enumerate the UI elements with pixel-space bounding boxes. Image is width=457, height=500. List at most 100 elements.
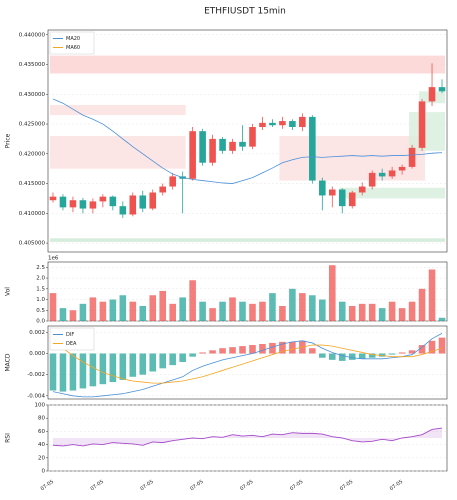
macd-bar bbox=[139, 353, 147, 375]
candle-body bbox=[418, 101, 426, 148]
volume-bar bbox=[368, 303, 376, 321]
macd-bar bbox=[259, 343, 266, 354]
candle-body bbox=[338, 189, 346, 207]
panel bbox=[47, 29, 448, 253]
legend-label: DIF bbox=[66, 332, 74, 338]
macd-bar bbox=[219, 348, 226, 354]
rsi-line bbox=[52, 427, 443, 447]
volume-bar bbox=[289, 288, 296, 321]
candle-body bbox=[438, 87, 446, 92]
y-tick-label: 0.410000 bbox=[19, 211, 46, 217]
y-tick-label: 2.0 bbox=[36, 276, 45, 282]
candle-body bbox=[348, 192, 356, 207]
volume-bar bbox=[279, 305, 286, 321]
candle-body bbox=[269, 122, 276, 126]
macd-bar bbox=[119, 353, 127, 380]
macd-bar bbox=[398, 352, 406, 354]
legend-label: DEA bbox=[66, 341, 77, 347]
macd-bar bbox=[438, 337, 446, 354]
y-tick-label: 0.002 bbox=[29, 330, 45, 336]
macd-bar bbox=[99, 353, 107, 385]
macd-bar bbox=[279, 341, 286, 354]
candle-body bbox=[388, 170, 396, 177]
zone bbox=[50, 238, 445, 242]
macd-line bbox=[52, 340, 443, 384]
x-tick-label: 07-05 bbox=[40, 479, 55, 492]
panel bbox=[47, 261, 448, 322]
candle-body bbox=[169, 176, 176, 187]
volume-bar bbox=[388, 301, 396, 321]
macd-bar bbox=[408, 350, 416, 354]
volume-bar bbox=[239, 301, 246, 321]
macd-bar bbox=[289, 341, 296, 354]
candle-body bbox=[229, 141, 236, 151]
candle-body bbox=[239, 141, 246, 147]
candle-body bbox=[398, 166, 406, 171]
candle-body bbox=[119, 206, 127, 215]
macd-bar bbox=[149, 353, 157, 372]
macd-bar bbox=[309, 348, 316, 354]
macd-bar bbox=[159, 353, 167, 369]
y-tick-label: 60 bbox=[38, 429, 45, 435]
legend-label: MA20 bbox=[66, 36, 80, 42]
volume-bar bbox=[179, 297, 186, 321]
y-tick-label: -0.002 bbox=[27, 372, 45, 378]
x-tick-label: 07-05 bbox=[389, 479, 404, 492]
volume-bar bbox=[328, 265, 336, 321]
y-axis-label: Price bbox=[5, 133, 12, 148]
zone bbox=[50, 135, 186, 169]
zone bbox=[339, 187, 445, 199]
volume-bar bbox=[408, 301, 416, 321]
macd-bar bbox=[49, 353, 57, 391]
x-tick-label: 07-05 bbox=[189, 479, 204, 492]
y-tick-label: 0.5 bbox=[36, 308, 45, 314]
macd-bar bbox=[169, 353, 176, 366]
macd-bar bbox=[328, 353, 336, 360]
candle-body bbox=[69, 200, 77, 208]
candle-body bbox=[139, 195, 147, 209]
volume-bar bbox=[159, 290, 167, 321]
candle-body bbox=[129, 195, 137, 215]
y-axis-label: Vol bbox=[5, 287, 12, 296]
macd-bar bbox=[199, 352, 206, 354]
candle-body bbox=[368, 172, 376, 187]
panel bbox=[47, 325, 448, 400]
volume-bar bbox=[49, 293, 57, 321]
volume-bar bbox=[219, 301, 226, 321]
volume-bar bbox=[378, 308, 386, 321]
volume-bar bbox=[189, 280, 196, 321]
y-axis-label: RSI bbox=[5, 433, 12, 443]
volume-bar bbox=[269, 293, 276, 321]
y-tick-label: 0.0 bbox=[36, 319, 45, 325]
x-tick-label: 07-05 bbox=[339, 479, 354, 492]
legend-box bbox=[49, 31, 95, 55]
y-tick-label: 0.405000 bbox=[19, 241, 46, 247]
volume-bar bbox=[319, 299, 326, 321]
macd-bar bbox=[109, 353, 117, 383]
ma-line bbox=[52, 98, 443, 184]
candle-body bbox=[279, 121, 286, 126]
volume-bar bbox=[169, 303, 176, 321]
macd-bar bbox=[428, 340, 436, 354]
candle-body bbox=[428, 87, 436, 102]
macd-bar bbox=[368, 353, 376, 358]
volume-bar bbox=[309, 295, 316, 321]
volume-bar bbox=[348, 305, 356, 321]
candle-body bbox=[49, 196, 57, 201]
macd-bar bbox=[249, 345, 256, 354]
y-tick-label: 20 bbox=[38, 455, 45, 461]
candle-body bbox=[159, 186, 167, 193]
macd-bar bbox=[189, 353, 196, 357]
zone bbox=[50, 104, 186, 116]
macd-bar bbox=[378, 353, 386, 357]
y-tick-label: 80 bbox=[38, 416, 45, 422]
macd-bar bbox=[179, 353, 186, 362]
macd-bar bbox=[388, 353, 396, 355]
y-tick-label: 2.5 bbox=[36, 265, 45, 271]
candle-body bbox=[59, 196, 67, 208]
macd-bar bbox=[239, 346, 246, 354]
x-tick-label: 07-05 bbox=[139, 479, 154, 492]
rsi-fill bbox=[52, 428, 443, 446]
y-tick-label: 0.000 bbox=[29, 351, 45, 357]
